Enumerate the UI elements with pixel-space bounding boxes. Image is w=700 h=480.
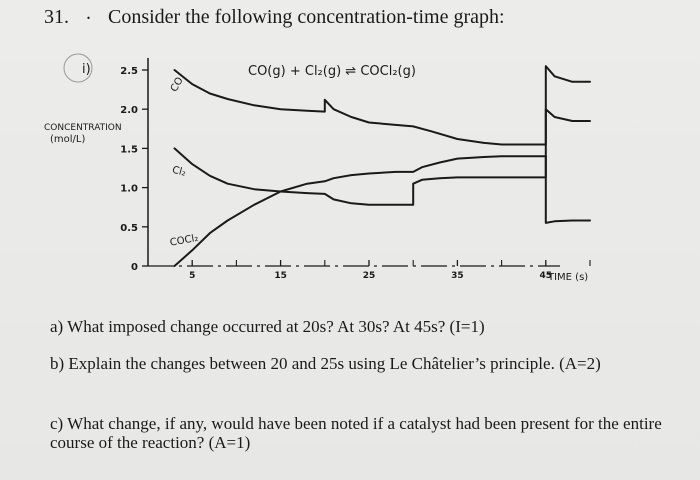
- marker-circle: [63, 53, 93, 83]
- reaction-equation: CO(g) + Cl₂(g) ⇌ COCl₂(g): [248, 64, 416, 79]
- x-tick-label: 5: [189, 271, 195, 281]
- y-tick-label: 2.0: [120, 105, 138, 116]
- part-a-question: a) What imposed change occurred at 20s? …: [50, 317, 485, 336]
- series-line-cocl2: [173, 155, 591, 267]
- x-tick-label: 15: [274, 271, 287, 281]
- curve-label-cocl2: COCl₂: [169, 233, 199, 249]
- x-tick-label: 25: [363, 271, 376, 281]
- part-c-question: c) What change, if any, would have been …: [50, 414, 662, 452]
- y-tick-label: 0.5: [120, 223, 138, 234]
- curve-label-cl2: Cl₂: [171, 165, 187, 179]
- x-tick-label: 35: [451, 271, 464, 281]
- y-tick-label: 1.5: [120, 144, 138, 155]
- concentration-time-graph: i) CO(g) + Cl₂(g) ⇌ COCl₂(g) CONCENTRATI…: [44, 53, 591, 283]
- x-ticks: 5 15 25 35 45: [189, 260, 591, 281]
- x-axis-label: TIME (s): [547, 272, 588, 283]
- part-b-question: b) Explain the changes between 20 and 25…: [50, 354, 601, 373]
- x-tick-label: 45: [540, 271, 553, 281]
- y-ticks: 2.5 2.0 1.5 1.0 0.5 0: [120, 66, 148, 273]
- y-tick-label: 2.5: [120, 66, 138, 77]
- series-layer: [173, 65, 591, 267]
- y-tick-label: 0: [131, 262, 138, 273]
- question-prompt: Consider the following concentration-tim…: [108, 6, 505, 28]
- y-axis-label: CONCENTRATION: [44, 123, 122, 133]
- question-number: 31.: [44, 6, 69, 28]
- part-marker: i): [82, 62, 91, 77]
- y-axis-unit: (mol/L): [50, 134, 85, 145]
- y-tick-label: 1.0: [120, 184, 138, 195]
- question-bullet: .: [86, 2, 91, 24]
